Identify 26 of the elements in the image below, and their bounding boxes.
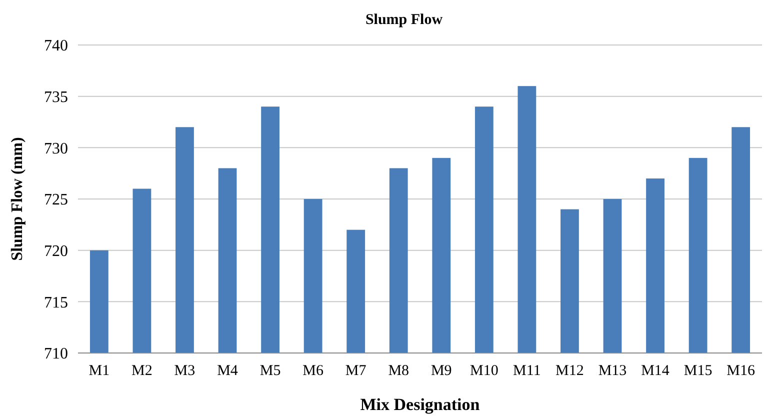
y-tick-label: 725 xyxy=(44,192,68,209)
x-tick-label: M11 xyxy=(513,363,541,379)
x-tick-label: M4 xyxy=(217,363,238,379)
y-axis-title: Slump Flow (mm) xyxy=(9,137,26,261)
x-tick-label: M8 xyxy=(388,363,410,379)
x-tick-label: M14 xyxy=(641,363,670,379)
x-tick-label: M6 xyxy=(302,363,324,379)
x-tick-label: M15 xyxy=(684,363,712,379)
x-axis-title: Mix Designation xyxy=(360,395,480,414)
x-tick-label: M10 xyxy=(470,363,498,379)
y-tick-label: 710 xyxy=(44,346,68,363)
y-tick-label: 720 xyxy=(44,242,68,260)
x-tick-label: M1 xyxy=(88,363,110,379)
x-tick-label: M12 xyxy=(556,363,584,379)
x-tick-label: M16 xyxy=(726,363,756,379)
x-tick-label: M5 xyxy=(260,363,281,379)
x-tick-label: M2 xyxy=(132,363,152,379)
y-tick-label: 735 xyxy=(44,88,68,106)
x-tick-label: M7 xyxy=(345,363,367,379)
y-tick-label: 715 xyxy=(44,294,68,312)
y-tick-label: 740 xyxy=(44,38,68,55)
x-tick-label: M9 xyxy=(430,363,452,379)
y-tick-label: 730 xyxy=(44,140,68,158)
x-tick-label: M13 xyxy=(598,363,627,379)
x-tick-label: M3 xyxy=(174,363,196,379)
chart-title: Slump Flow xyxy=(365,12,443,28)
